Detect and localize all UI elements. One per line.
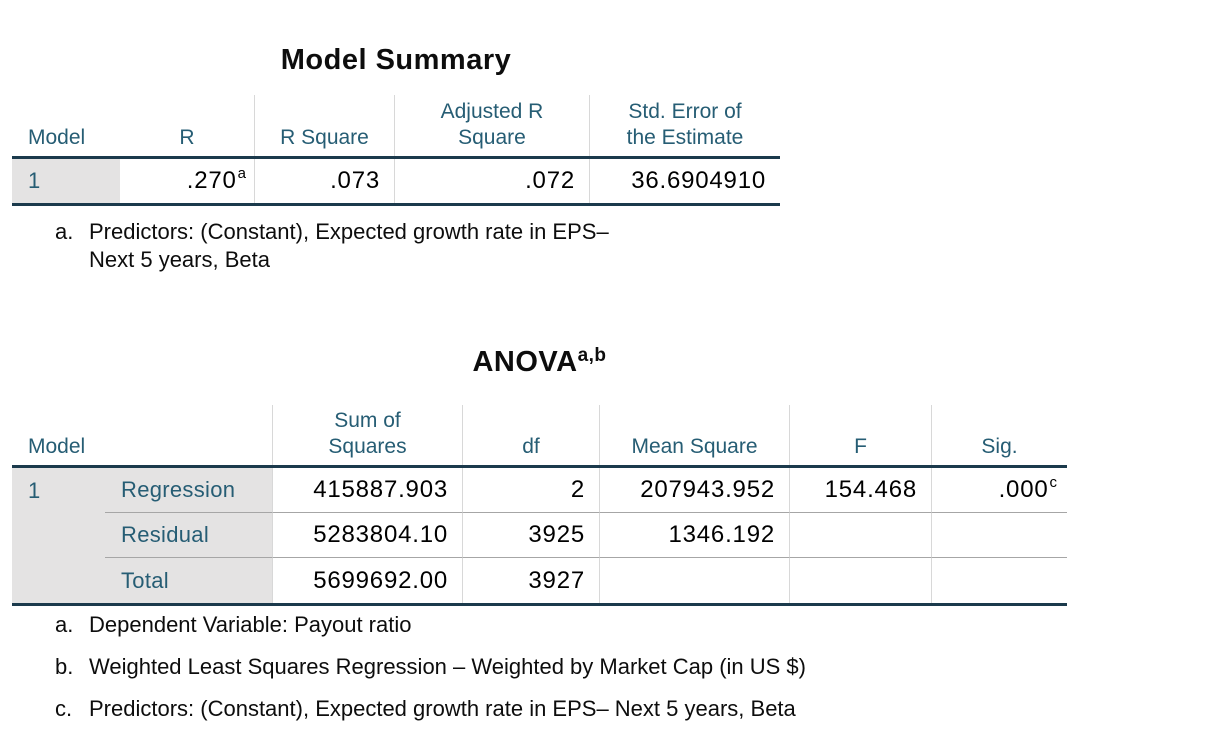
cell-sig: [932, 558, 1067, 603]
cell-r-value: .270 a: [120, 159, 255, 203]
cell-sig: .000 c: [932, 468, 1067, 513]
model-summary-title-text: Model Summary: [280, 44, 512, 76]
col-header-mean-square: Mean Square: [600, 405, 790, 465]
anova-title-superscript: a,b: [577, 345, 607, 366]
footnote-marker: a.: [55, 219, 74, 244]
footnote-text: Dependent Variable: Payout ratio: [89, 612, 412, 637]
footnote-marker: a.: [55, 612, 74, 637]
footnote-line-1: Predictors: (Constant), Expected growth …: [89, 219, 609, 244]
cell-mean-square: 207943.952: [600, 468, 790, 513]
cell-row-label: Total: [105, 558, 273, 603]
anova-footnote-a: a. Dependent Variable: Payout ratio: [55, 611, 1155, 639]
model-summary-data-row: 1 .270 a .073 .072 36.6904910: [12, 159, 780, 203]
footnote-text: Predictors: (Constant), Expected growth …: [89, 696, 796, 721]
cell-df: 3925: [463, 513, 600, 558]
cell-sig: [932, 513, 1067, 558]
cell-row-label: Regression: [105, 468, 273, 513]
cell-f: [790, 558, 932, 603]
col-header-model: Model: [28, 126, 86, 149]
cell-df: 2: [463, 468, 600, 513]
cell-row-label: Residual: [105, 513, 273, 558]
footnote-text: Predictors: (Constant), Expected growth …: [89, 218, 609, 274]
col-header-r: R: [120, 95, 255, 156]
cell-sum-of-squares: 5699692.00: [273, 558, 463, 603]
col-header-adjusted-r-square: Adjusted R Square: [395, 95, 590, 156]
cell-adjusted-r-square-value: .072: [395, 159, 590, 203]
anova-footnotes: a. Dependent Variable: Payout ratio b. W…: [55, 611, 1155, 737]
cell-mean-square: [600, 558, 790, 603]
anova-row-total: Total 5699692.00 3927: [12, 558, 1067, 603]
footnote-marker: b.: [55, 654, 74, 679]
sig-value-superscript: c: [1049, 473, 1058, 491]
cell-std-error-value: 36.6904910: [631, 167, 766, 194]
footnote-line-2: Next 5 years, Beta: [89, 247, 270, 272]
cell-sum-of-squares: 5283804.10: [273, 513, 463, 558]
anova-row-residual: Residual 5283804.10 3925 1346.192: [12, 513, 1067, 558]
col-header-sig: Sig.: [981, 435, 1018, 458]
anova-header-row: Model Sum of Squares df Mean Square F Si…: [12, 405, 1067, 468]
cell-model-number: 1: [12, 159, 120, 203]
cell-f: 154.468: [790, 468, 932, 513]
cell-mean-square: 1346.192: [600, 513, 790, 558]
cell-model-number: [12, 513, 105, 558]
anova-title-text: ANOVA: [472, 346, 578, 378]
cell-df: 3927: [463, 558, 600, 603]
model-summary-title: Model Summary: [12, 44, 780, 77]
col-header-std-error: Std. Error of the Estimate: [626, 100, 744, 149]
col-header-sum-of-squares: Sum of Squares: [273, 405, 463, 465]
cell-model-number: 1: [12, 468, 105, 513]
col-header-r-square: R Square: [255, 95, 395, 156]
cell-sum-of-squares: 415887.903: [273, 468, 463, 513]
r-value-superscript: a: [237, 164, 246, 182]
sig-value-text: .000: [998, 476, 1049, 503]
anova-row-regression: 1 Regression 415887.903 2 207943.952 154…: [12, 468, 1067, 513]
r-value-text: .270: [186, 167, 237, 194]
model-summary-header-row: Model R R Square Adjusted R Square Std. …: [12, 95, 780, 159]
anova-table: Model Sum of Squares df Mean Square F Si…: [12, 405, 1067, 606]
anova-title: ANOVAa,b: [12, 345, 1067, 379]
footnote-text: Weighted Least Squares Regression – Weig…: [89, 654, 806, 679]
anova-footnote-b: b. Weighted Least Squares Regression – W…: [55, 653, 1155, 681]
footnote-marker: c.: [55, 696, 73, 721]
cell-model-number: [12, 558, 105, 603]
col-header-model: Model: [12, 405, 273, 465]
anova-footnote-c: c. Predictors: (Constant), Expected grow…: [55, 695, 1155, 723]
cell-f: [790, 513, 932, 558]
cell-r-square-value: .073: [255, 159, 395, 203]
model-summary-footnote: a. Predictors: (Constant), Expected grow…: [55, 218, 735, 274]
model-summary-table: Model R R Square Adjusted R Square Std. …: [12, 95, 780, 206]
col-header-df: df: [463, 405, 600, 465]
col-header-f: F: [790, 405, 932, 465]
